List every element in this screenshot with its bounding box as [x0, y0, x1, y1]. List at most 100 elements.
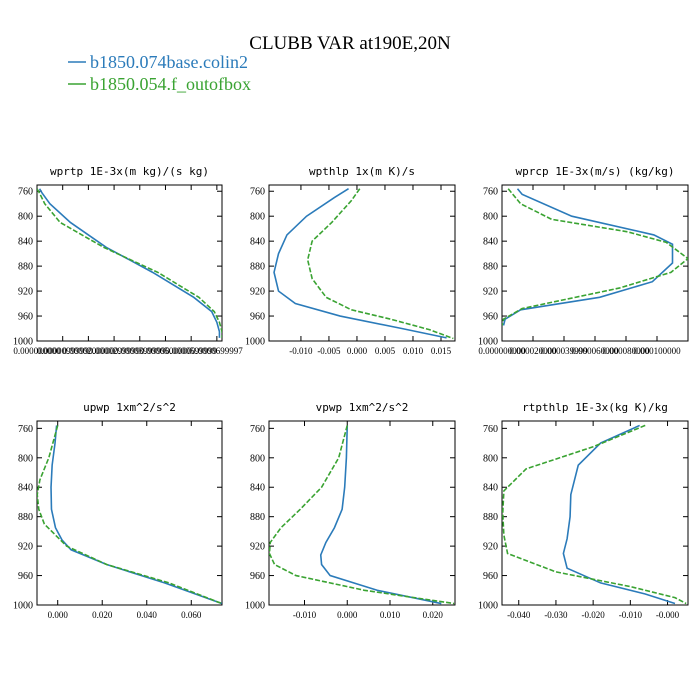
panel-title: wpthlp 1x(m K)/s [309, 165, 415, 178]
x-tick-label: 0.0000299999 [88, 346, 140, 356]
x-tick-label: 0.0000099999 [37, 346, 89, 356]
panel-title: wprtp 1E-3x(m kg)/(s kg) [50, 165, 209, 178]
y-tick-label: 1000 [245, 337, 265, 348]
legend-label-outofbox: b1850.054.f_outofbox [90, 74, 251, 94]
y-tick-label: 840 [483, 483, 498, 494]
series-line-base [38, 188, 221, 338]
y-tick-label: 920 [18, 542, 33, 553]
panel-4: vpwp 1xm^2/s^2 760 800 840 880 920 960 1000 -0.0… [245, 401, 456, 620]
x-tick-label: 0.0000699997 [191, 346, 243, 356]
x-tick-label: 0.0000399999 [114, 346, 166, 356]
plot-frame [36, 184, 223, 342]
y-tick-label: 960 [483, 571, 498, 582]
y-tick-label: 880 [483, 512, 498, 523]
y-tick-label: 800 [483, 453, 498, 464]
y-tick-label: 960 [250, 571, 265, 582]
series-line-outofbox [37, 188, 222, 338]
x-tick-label: 0.0000500000 [140, 346, 192, 356]
series-line-base [319, 425, 442, 605]
y-tick-label: 840 [483, 237, 498, 248]
plot-frame [268, 420, 456, 606]
y-tick-label: 1000 [13, 601, 33, 612]
panel-3: upwp 1xm^2/s^2 760 800 840 880 920 960 1000 0.00… [13, 401, 223, 620]
x-tick-label: -0.005 [317, 346, 341, 356]
x-tick-label: -0.000 [656, 610, 680, 620]
y-tick-label: 1000 [13, 337, 33, 348]
y-tick-label: 800 [18, 453, 33, 464]
y-tick-label: 760 [483, 187, 498, 198]
y-tick-label: 920 [483, 542, 498, 553]
series-line-outofbox [502, 188, 688, 326]
figure-title: CLUBB VAR at190E,20N [249, 33, 451, 54]
plot-frame [268, 184, 456, 342]
x-tick-label: 0.0000599999 [165, 346, 217, 356]
x-tick-label: 0.000000000 [478, 346, 526, 356]
y-tick-label: 760 [250, 424, 265, 435]
x-tick-label: 0.000080000 [602, 346, 650, 356]
series-line-outofbox [37, 425, 222, 605]
series-line-base [502, 188, 674, 326]
y-tick-label: 760 [18, 187, 33, 198]
x-tick-label: 0.0000200000 [63, 346, 115, 356]
y-tick-label: 840 [250, 483, 265, 494]
y-tick-label: 1000 [478, 337, 498, 348]
plot-frame [501, 420, 689, 606]
x-tick-label: 0.020 [423, 610, 444, 620]
y-tick-label: 880 [250, 262, 265, 273]
y-tick-label: 920 [483, 287, 498, 298]
x-tick-label: -0.040 [507, 610, 531, 620]
y-tick-label: 920 [18, 287, 33, 298]
panel-1: wpthlp 1x(m K)/s 760 800 840 880 920 960 1000 -0… [245, 165, 456, 356]
y-tick-label: 960 [18, 571, 33, 582]
y-tick-label: 880 [250, 512, 265, 523]
y-tick-label: 880 [18, 262, 33, 273]
series-line-base [562, 424, 676, 605]
x-tick-label: -0.010 [293, 610, 317, 620]
panel-title: wprcp 1E-3x(m/s) (kg/kg) [516, 165, 675, 178]
y-tick-label: 800 [18, 212, 33, 223]
y-tick-label: 920 [250, 287, 265, 298]
series-line-outofbox [269, 425, 455, 605]
y-tick-label: 800 [250, 453, 265, 464]
x-tick-label: 0.040 [137, 610, 158, 620]
x-tick-label: -0.020 [582, 610, 606, 620]
x-tick-label: 0.010 [380, 610, 401, 620]
panel-2: wprcp 1E-3x(m/s) (kg/kg) 760 800 840 880 920 9… [478, 165, 689, 356]
x-tick-label: 0.010 [403, 346, 424, 356]
x-tick-label: 0.000 [337, 610, 358, 620]
plot-frame [36, 420, 223, 606]
y-tick-label: 960 [18, 312, 33, 323]
y-tick-label: 920 [250, 542, 265, 553]
x-tick-label: 0.000 [48, 610, 69, 620]
series-line-outofbox [306, 188, 454, 340]
y-tick-label: 760 [483, 424, 498, 435]
y-tick-label: 840 [18, 237, 33, 248]
y-tick-label: 1000 [245, 601, 265, 612]
x-tick-label: -0.010 [619, 610, 643, 620]
panel-title: upwp 1xm^2/s^2 [83, 401, 176, 414]
y-tick-label: 760 [250, 187, 265, 198]
panel-0: wprtp 1E-3x(m kg)/(s kg) 760 800 840 880 920 9… [13, 165, 243, 356]
panels: wprtp 1E-3x(m kg)/(s kg) 760 800 840 880 920 9… [13, 165, 689, 620]
panel-5: rtpthlp 1E-3x(kg K)/kg 760 800 840 880 920 960… [478, 401, 689, 620]
x-tick-label: 0.000020000 [509, 346, 557, 356]
x-tick-label: 0.005 [375, 346, 396, 356]
panel-title: rtpthlp 1E-3x(kg K)/kg [522, 401, 668, 414]
series-line-base [50, 425, 222, 605]
y-tick-label: 1000 [478, 601, 498, 612]
y-tick-label: 760 [18, 424, 33, 435]
y-tick-label: 840 [18, 483, 33, 494]
legend: b1850.074base.colin2 b1850.054.f_outofbo… [68, 52, 251, 94]
x-tick-label: 0.000100000 [633, 346, 681, 356]
legend-label-base: b1850.074base.colin2 [90, 52, 248, 72]
series-line-base [273, 188, 447, 339]
x-tick-label: 0.015 [431, 346, 452, 356]
x-tick-label: 0.000039999 [540, 346, 588, 356]
x-tick-label: 0.020 [92, 610, 113, 620]
y-tick-label: 880 [483, 262, 498, 273]
x-tick-label: -0.010 [289, 346, 313, 356]
y-tick-label: 960 [483, 312, 498, 323]
x-tick-label: -0.030 [544, 610, 568, 620]
y-tick-label: 800 [250, 212, 265, 223]
